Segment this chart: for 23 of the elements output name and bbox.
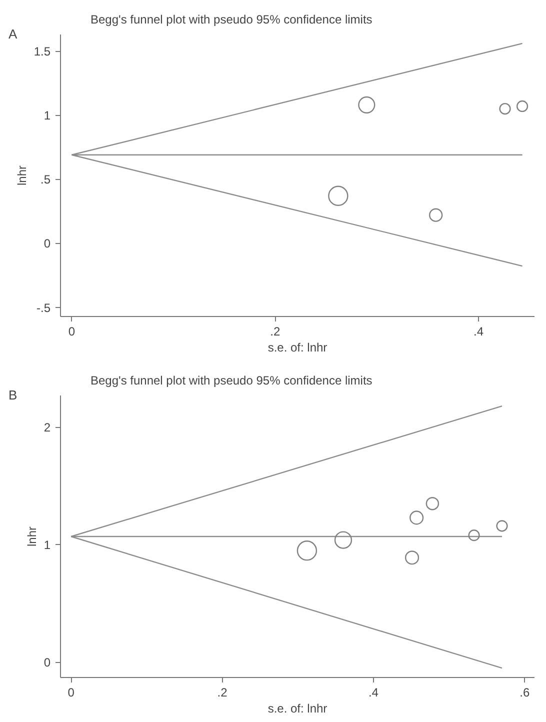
chart-title: Begg's funnel plot with pseudo 95% confidence limits — [90, 374, 372, 388]
y-tick-label: 1.5 — [34, 44, 51, 59]
text: A — [8, 26, 18, 42]
y-axis-title: lnhr — [14, 165, 29, 186]
y-tick-label: .5 — [40, 172, 51, 187]
x-tick-label: 0 — [68, 324, 76, 338]
y-tick-label: 2 — [44, 420, 51, 435]
x-tick-label: .2 — [217, 686, 228, 700]
text: B — [8, 388, 18, 402]
x-tick-label: .6 — [520, 686, 530, 700]
y-tick-label: -.5 — [36, 300, 51, 315]
x-tick-label: .2 — [270, 324, 280, 338]
x-axis-title: s.e. of: lnhr — [268, 340, 328, 354]
x-tick-label: .4 — [368, 686, 379, 700]
x-tick-label: .4 — [474, 324, 484, 338]
chart-title: Begg's funnel plot with pseudo 95% confidence limits — [90, 12, 372, 26]
x-axis-title: s.e. of: lnhr — [268, 702, 328, 716]
y-axis-title: lnhr — [24, 526, 39, 547]
x-tick-label: 0 — [68, 686, 75, 700]
y-tick-label: 0 — [44, 236, 51, 251]
y-tick-label: 1 — [44, 108, 51, 123]
y-tick-label: 1 — [44, 538, 51, 552]
y-tick-label: 0 — [44, 656, 51, 670]
